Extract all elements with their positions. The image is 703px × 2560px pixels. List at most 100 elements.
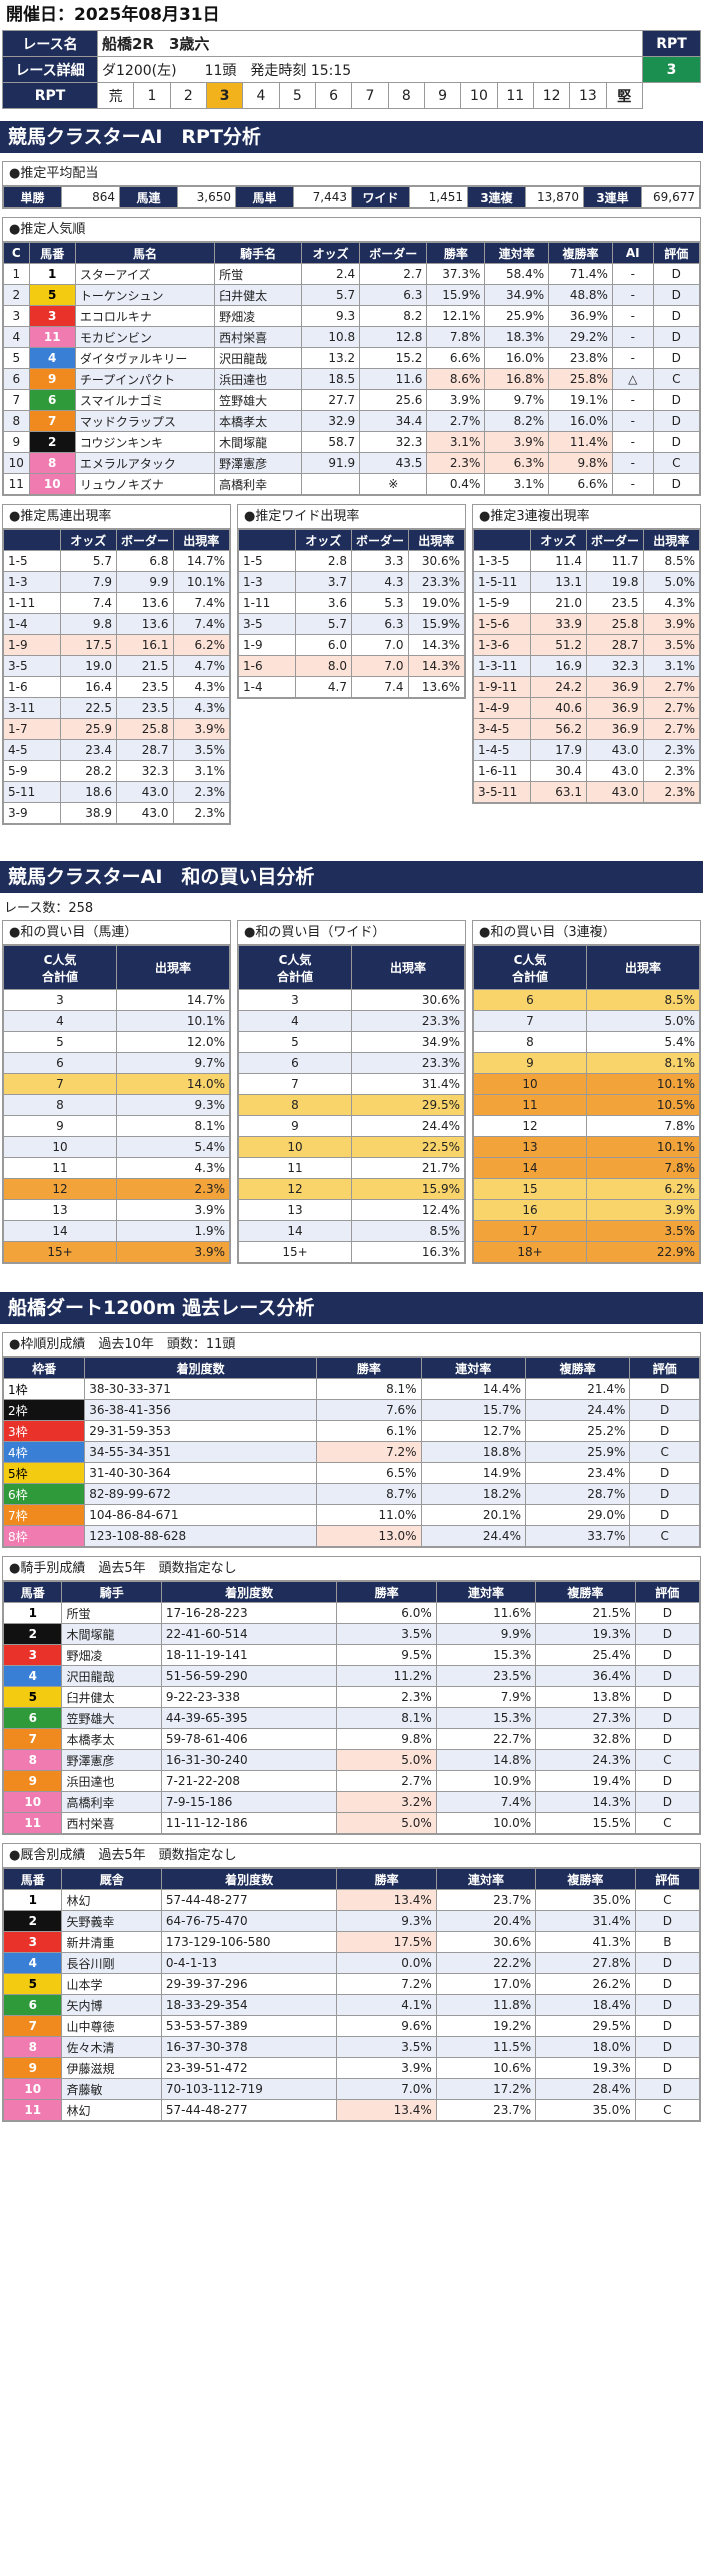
wide-cell: 3.3 — [351, 550, 409, 572]
umaren-cell: 3.5% — [172, 739, 230, 761]
pop-cell: 34.9% — [484, 284, 550, 306]
table-row: 4 沢田龍哉 51-56-59-290 11.2% 23.5% 36.4% D — [2, 1665, 701, 1687]
table-row: 3 30.6% — [238, 989, 465, 1011]
pop-cell: 4 — [3, 326, 30, 348]
table-row: 5 12.0% — [3, 1031, 230, 1053]
pop-cell: 16.0% — [548, 410, 613, 432]
table-row: 12 15.9% — [238, 1178, 465, 1200]
wide-cell: 1-5 — [238, 550, 296, 572]
trainer-cell: 16-37-30-378 — [160, 2036, 338, 2058]
table-row: 4枠 34-55-34-351 7.2% 18.8% 25.9% C — [2, 1441, 700, 1463]
jockey-cell: 14.3% — [535, 1791, 636, 1813]
jockey-cell: 14.8% — [435, 1749, 537, 1771]
wa_wide-rate: 34.9% — [351, 1031, 465, 1053]
table-row: 4 長谷川剛 0-4-1-13 0.0% 22.2% 27.8% D — [2, 1952, 701, 1974]
wide-cell: 8.0 — [294, 655, 352, 677]
umaren-cell: 2.3% — [172, 781, 230, 803]
trio-cell: 43.0 — [586, 739, 644, 761]
wide-cell: 1-6 — [238, 655, 296, 677]
table-row: 11 10.5% — [473, 1094, 700, 1116]
table-row: 10 高橋利幸 7-9-15-186 3.2% 7.4% 14.3% D — [2, 1791, 701, 1813]
wa_umaren-sum: 3 — [3, 989, 117, 1011]
trainer-cell: 10.6% — [435, 2057, 537, 2079]
trio-cell: 2.3% — [642, 760, 700, 782]
horse-number: 11 — [2, 2099, 63, 2121]
wa-umaren-box: ●和の買い目（馬連） C人気 合計値 出現率 3 14.7% 4 10.1% 5 12.0% 6 9… — [2, 920, 231, 1264]
waku-cell: 6.1% — [316, 1420, 422, 1442]
trainer-cell: 23.7% — [435, 1889, 537, 1911]
table-row: 3-4-5 56.2 36.9 2.7% — [473, 718, 700, 740]
horse-number: 2 — [28, 431, 76, 453]
wa_umaren-sum: 14 — [3, 1220, 117, 1242]
trainer-cell: 11.5% — [435, 2036, 537, 2058]
waku-cell: 7.6% — [316, 1399, 422, 1421]
table-row: 6 笠野雄大 44-39-65-395 8.1% 15.3% 27.3% D — [2, 1707, 701, 1729]
jockey-cell: 高橋利幸 — [61, 1791, 162, 1813]
trainer-cell: 矢内博 — [61, 1994, 162, 2016]
waku-cell: 18.2% — [420, 1483, 526, 1505]
wa_trio-sum: 10 — [473, 1073, 587, 1095]
jockey-cell: 臼井健太 — [61, 1686, 162, 1708]
umaren-header-1: オッズ — [59, 529, 117, 551]
table-row: 10 10.1% — [473, 1073, 700, 1095]
wa-trio-table: C人気 合計値 出現率 6 8.5% 7 5.0% 8 5.4% 9 8.1% 10 10.1% 11 10… — [473, 945, 700, 1263]
table-row: 1-5 5.7 6.8 14.7% — [3, 550, 230, 572]
wa_trio-sum: 14 — [473, 1157, 587, 1179]
pop-cell: 15.9% — [426, 284, 486, 306]
jockey-cell: 11.6% — [435, 1602, 537, 1624]
pop-header-4: オッズ — [301, 242, 361, 264]
table-row: 1 所蛍 17-16-28-223 6.0% 11.6% 21.5% D — [2, 1602, 701, 1624]
jockey-cell: 7.4% — [435, 1791, 537, 1813]
wa_umaren-rate: 3.9% — [116, 1199, 230, 1221]
pop-cell: - — [611, 431, 654, 453]
pop-cell: - — [611, 452, 654, 474]
table-row: 9 浜田達也 7-21-22-208 2.7% 10.9% 19.4% D — [2, 1770, 701, 1792]
table-row: 8 野澤憲彦 16-31-30-240 5.0% 14.8% 24.3% C — [2, 1749, 701, 1771]
waku-cell: 8.1% — [316, 1378, 422, 1400]
waku-cell: 123-108-88-628 — [84, 1525, 318, 1547]
trainer-cell: 佐々木清 — [61, 2036, 162, 2058]
jockey-cell: D — [634, 1791, 701, 1813]
wa_trio-sum: 16 — [473, 1199, 587, 1221]
wa_trio-sum: 15 — [473, 1178, 587, 1200]
trainer-cell: 3.5% — [336, 2036, 437, 2058]
pop-cell: 9 — [3, 431, 30, 453]
wa_wide-rate: 8.5% — [351, 1220, 465, 1242]
waku-cell: C — [629, 1441, 700, 1463]
table-row: 5 4 ダイタヴァルキリー 沢田龍哉 13.2 15.2 6.6% 16.0% 23.8% - D — [3, 347, 701, 369]
pop-cell: D — [652, 326, 701, 348]
pop-cell: 6.6% — [548, 473, 613, 495]
umaren-cell: 1-5 — [3, 550, 61, 572]
table-row: 1-5-9 21.0 23.5 4.3% — [473, 592, 700, 614]
rpt-num-2: 2 — [169, 82, 207, 109]
wa_umaren-header-rate: 出現率 — [116, 945, 230, 990]
pop-header-8: 複勝率 — [548, 242, 613, 264]
umaren-cell: 7.4% — [172, 592, 230, 614]
table-row: 14 7.8% — [473, 1157, 700, 1179]
trainer-cell: 30.6% — [435, 1931, 537, 1953]
table-row: 7枠 104-86-84-671 11.0% 20.1% 29.0% D — [2, 1504, 700, 1526]
horse-number: 5 — [2, 1686, 63, 1708]
pop-cell: 9.7% — [484, 389, 550, 411]
horse-number: 7 — [2, 1728, 63, 1750]
table-row: 13 12.4% — [238, 1199, 465, 1221]
table-row: 2枠 36-38-41-356 7.6% 15.7% 24.4% D — [2, 1399, 700, 1421]
wide-header-2: ボーダー — [351, 529, 409, 551]
wa_wide-sum: 3 — [238, 989, 352, 1011]
table-row: 6 23.3% — [238, 1052, 465, 1074]
trainer-header-1: 厩舎 — [61, 1868, 162, 1890]
waku-cell: D — [629, 1504, 700, 1526]
trio-cell: 24.2 — [529, 676, 587, 698]
pop-cell: 5 — [3, 347, 30, 369]
pop-cell: 5.7 — [301, 284, 361, 306]
wa_umaren-sum: 6 — [3, 1052, 117, 1074]
trainer-cell: 13.4% — [336, 2099, 437, 2121]
wa_wide-sum: 15+ — [238, 1241, 352, 1263]
table-row: 1-5-11 13.1 19.8 5.0% — [473, 571, 700, 593]
waku-header-1: 着別度数 — [84, 1357, 318, 1379]
umaren-cell: 14.7% — [172, 550, 230, 572]
table-row: 4-5 23.4 28.7 3.5% — [3, 739, 230, 761]
jockey-cell: 10.0% — [435, 1812, 537, 1834]
wa_trio-rate: 10.5% — [586, 1094, 700, 1116]
horse-number: 2 — [2, 1910, 63, 1932]
